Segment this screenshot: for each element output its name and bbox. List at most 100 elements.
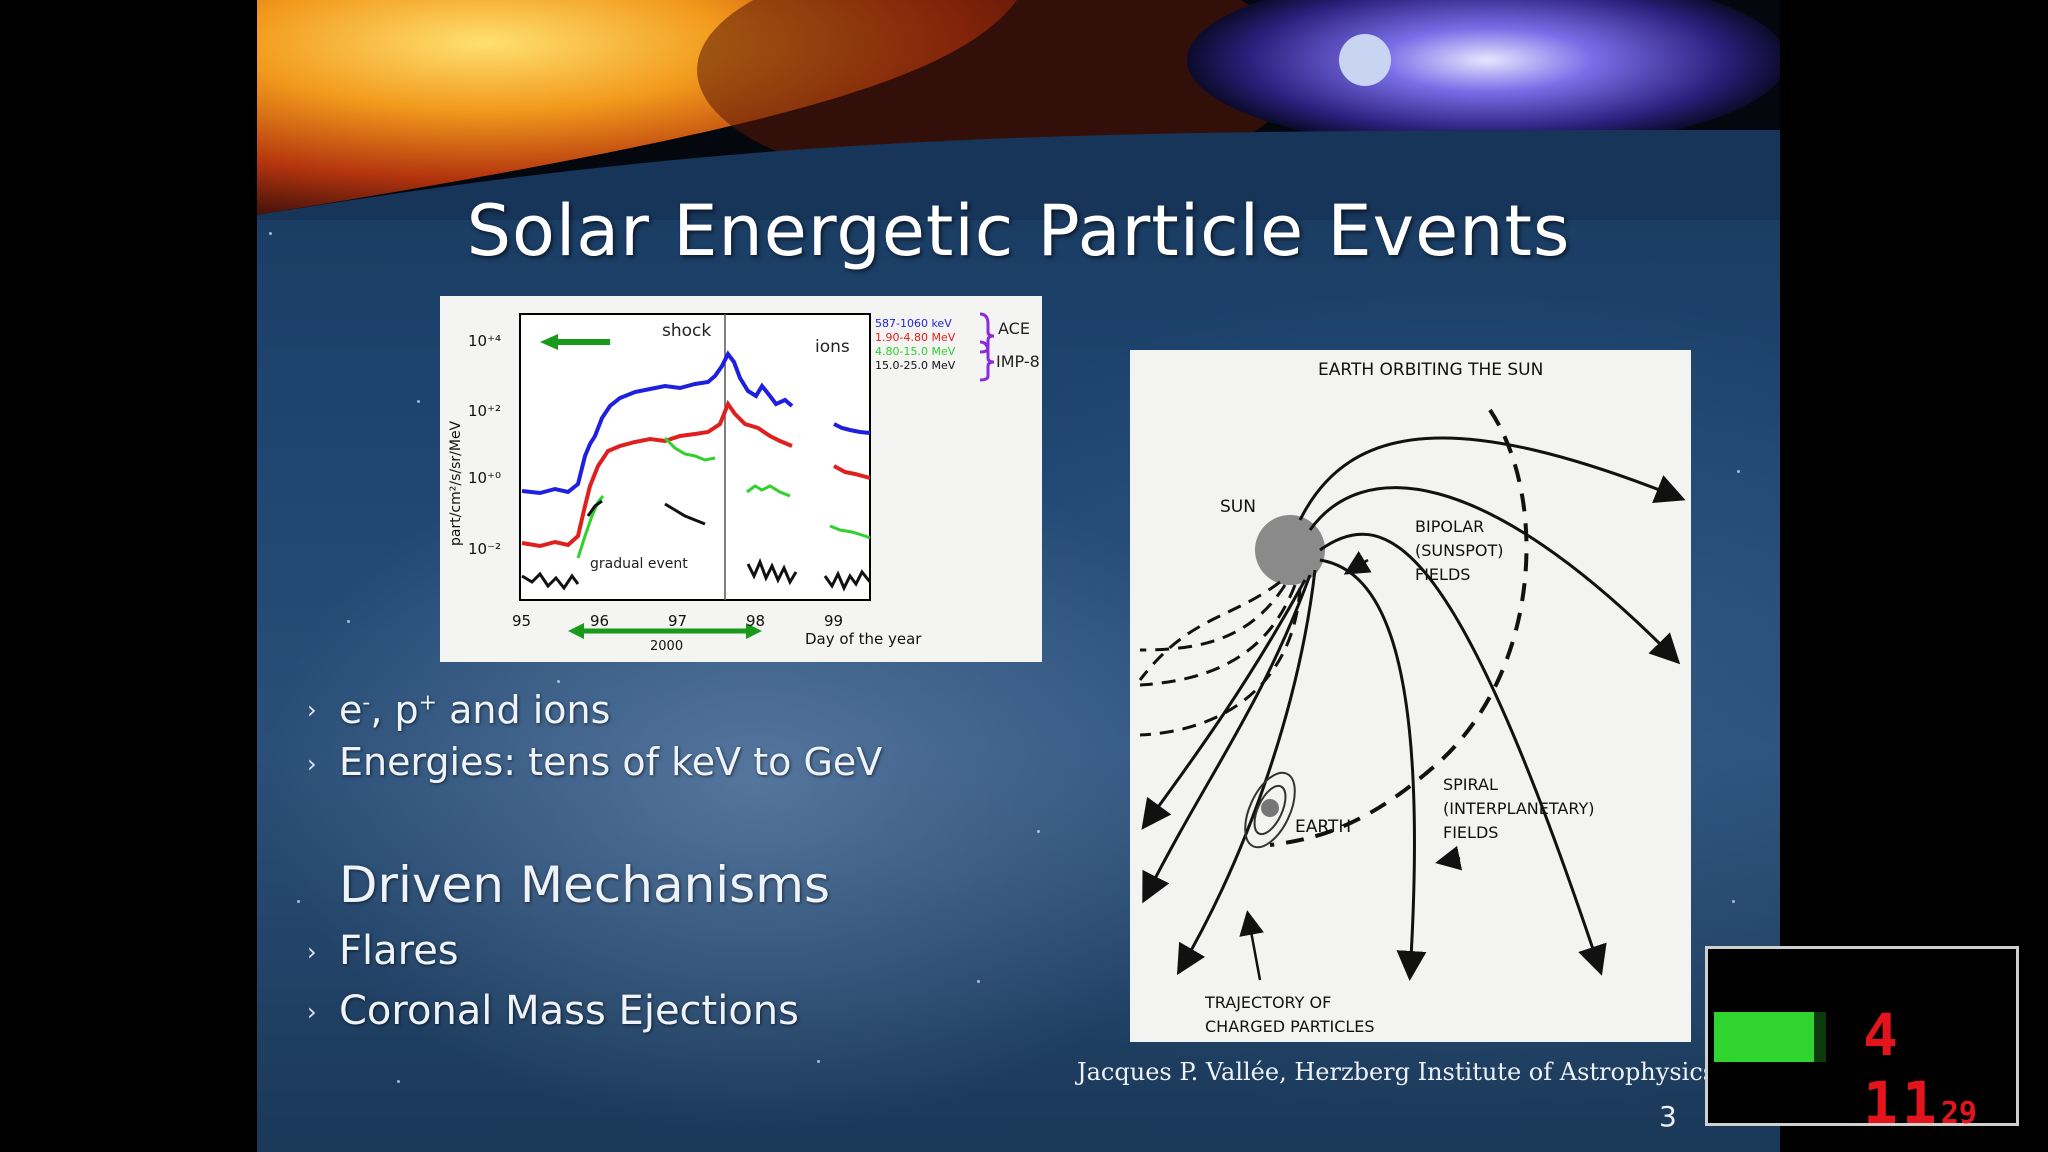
- series-black-b: [586, 499, 603, 517]
- ytick: 10⁺²: [468, 402, 501, 420]
- series-red-late: [833, 464, 871, 480]
- field-line: [1308, 486, 1681, 665]
- series-green: [576, 495, 605, 559]
- spiral-field-diagram: EARTH ORBITING THE SUN SUN BIPOLAR (SUNS…: [1130, 350, 1691, 1042]
- y-axis-label: part/cm²/s/sr/MeV: [448, 420, 464, 546]
- series-black-c: [664, 502, 706, 526]
- legend-entry: 4.80-15.0 MeV: [875, 345, 956, 358]
- bullet-energies: Energies: tens of keV to GeV: [339, 740, 883, 784]
- section-heading: Driven Mechanisms: [339, 856, 830, 914]
- gradual-event-label: gradual event: [590, 556, 688, 572]
- trajectory-pointer: [1239, 910, 1264, 981]
- ytick: 10⁻²: [468, 540, 501, 558]
- flux-plot-svg: 10⁺⁴ 10⁺² 10⁺⁰ 10⁻² part/cm²/s/sr/MeV 95…: [448, 312, 1040, 654]
- field-line: [1142, 574, 1312, 904]
- field-line: [1141, 579, 1307, 830]
- series-black-e: [823, 569, 872, 592]
- star: [269, 232, 272, 235]
- instrument-imp8: IMP-8: [996, 352, 1040, 371]
- xtick: 95: [512, 612, 531, 630]
- sun-label: SUN: [1220, 497, 1256, 517]
- xtick: 99: [824, 612, 843, 630]
- star: [1037, 830, 1040, 833]
- series-red: [521, 399, 793, 549]
- bullet-arrow: ›: [307, 998, 317, 1026]
- spiral-label: SPIRAL: [1443, 775, 1498, 794]
- dashed-field: [1139, 584, 1297, 687]
- timer-main: 4 11: [1863, 1001, 1941, 1137]
- ytick: 10⁺⁰: [468, 469, 501, 487]
- star: [1737, 470, 1740, 473]
- series-blue: [521, 350, 794, 496]
- series-green-mid: [663, 436, 716, 462]
- bipolar-label: BIPOLAR: [1415, 517, 1484, 536]
- earth-disc: [1261, 799, 1279, 817]
- bipolar-label: FIELDS: [1415, 565, 1470, 584]
- bullet-particles: e-, p+ and ions: [339, 688, 611, 732]
- star: [397, 1080, 400, 1083]
- countdown-timer: 4 1129: [1863, 1001, 2016, 1137]
- field-line: [1176, 569, 1317, 976]
- xtick: 98: [746, 612, 765, 630]
- bipolar-pointer: [1343, 550, 1372, 575]
- field-line: [1298, 436, 1686, 521]
- bullet-arrow: ›: [307, 938, 317, 966]
- trajectory-label: TRAJECTORY OF: [1204, 993, 1331, 1012]
- shock-label: shock: [662, 321, 711, 341]
- timer-overlay: 4 1129: [1705, 946, 2019, 1137]
- imp8-brace: [979, 340, 995, 382]
- green-arrow-head: [540, 334, 558, 350]
- earth-orbit: [1269, 408, 1529, 847]
- star: [817, 1060, 820, 1063]
- level-meter-remaining: [1814, 1012, 1826, 1062]
- bipolar-label: (SUNSPOT): [1415, 541, 1504, 560]
- star: [347, 620, 350, 623]
- timer-seconds: 29: [1940, 1096, 1977, 1131]
- legend-entry: 15.0-25.0 MeV: [875, 359, 956, 372]
- series-black-d: [746, 557, 798, 586]
- dashed-field: [1139, 584, 1287, 652]
- dashed-field: [1138, 580, 1281, 681]
- sep-flux-plot: 10⁺⁴ 10⁺² 10⁺⁰ 10⁻² part/cm²/s/sr/MeV 95…: [440, 296, 1042, 662]
- spiral-label: FIELDS: [1443, 823, 1498, 842]
- legend-entry: 587-1060 keV: [875, 317, 952, 330]
- field-line: [1319, 532, 1607, 976]
- slide-title: Solar Energetic Particle Events: [466, 190, 1571, 272]
- bullet-arrow: ›: [307, 696, 317, 724]
- ions-label: ions: [815, 337, 850, 357]
- series-blue-late: [833, 422, 871, 435]
- star: [977, 980, 980, 983]
- xtick: 97: [668, 612, 687, 630]
- banner-image: [257, 0, 1780, 220]
- bullet-flares: Flares: [339, 928, 459, 974]
- star: [1732, 900, 1735, 903]
- year-label: 2000: [650, 639, 683, 654]
- x-axis-label: Day of the year: [805, 630, 922, 648]
- year-arrow-right: [746, 623, 762, 639]
- earth-label: EARTH: [1295, 817, 1351, 837]
- image-credit: Jacques P. Vallée, Herzberg Institute of…: [1077, 1058, 1723, 1086]
- star: [417, 400, 420, 403]
- sun-disc: [1255, 515, 1325, 585]
- slide: Solar Energetic Particle Events: [257, 0, 1780, 1152]
- trajectory-label: CHARGED PARTICLES: [1205, 1017, 1375, 1036]
- spiral-pointer: [1435, 845, 1463, 871]
- bullet-arrow: ›: [307, 750, 317, 778]
- series-green-late: [746, 484, 791, 498]
- star: [297, 900, 300, 903]
- bullet-cme: Coronal Mass Ejections: [339, 988, 799, 1034]
- series-green-end: [829, 524, 871, 540]
- year-arrow-left: [568, 623, 584, 639]
- xtick: 96: [590, 612, 609, 630]
- level-meter: [1714, 1012, 1814, 1062]
- diagram-title: EARTH ORBITING THE SUN: [1318, 360, 1543, 380]
- ytick: 10⁺⁴: [468, 332, 501, 350]
- earth-magnetosphere-inner: [1253, 784, 1287, 836]
- dashed-field: [1139, 587, 1302, 737]
- field-line: [1319, 558, 1427, 981]
- legend-entry: 1.90-4.80 MeV: [875, 331, 956, 344]
- slide-number: 3: [1659, 1100, 1677, 1133]
- instrument-ace: ACE: [998, 319, 1030, 338]
- series-black: [521, 571, 580, 591]
- spiral-label: (INTERPLANETARY): [1443, 799, 1594, 818]
